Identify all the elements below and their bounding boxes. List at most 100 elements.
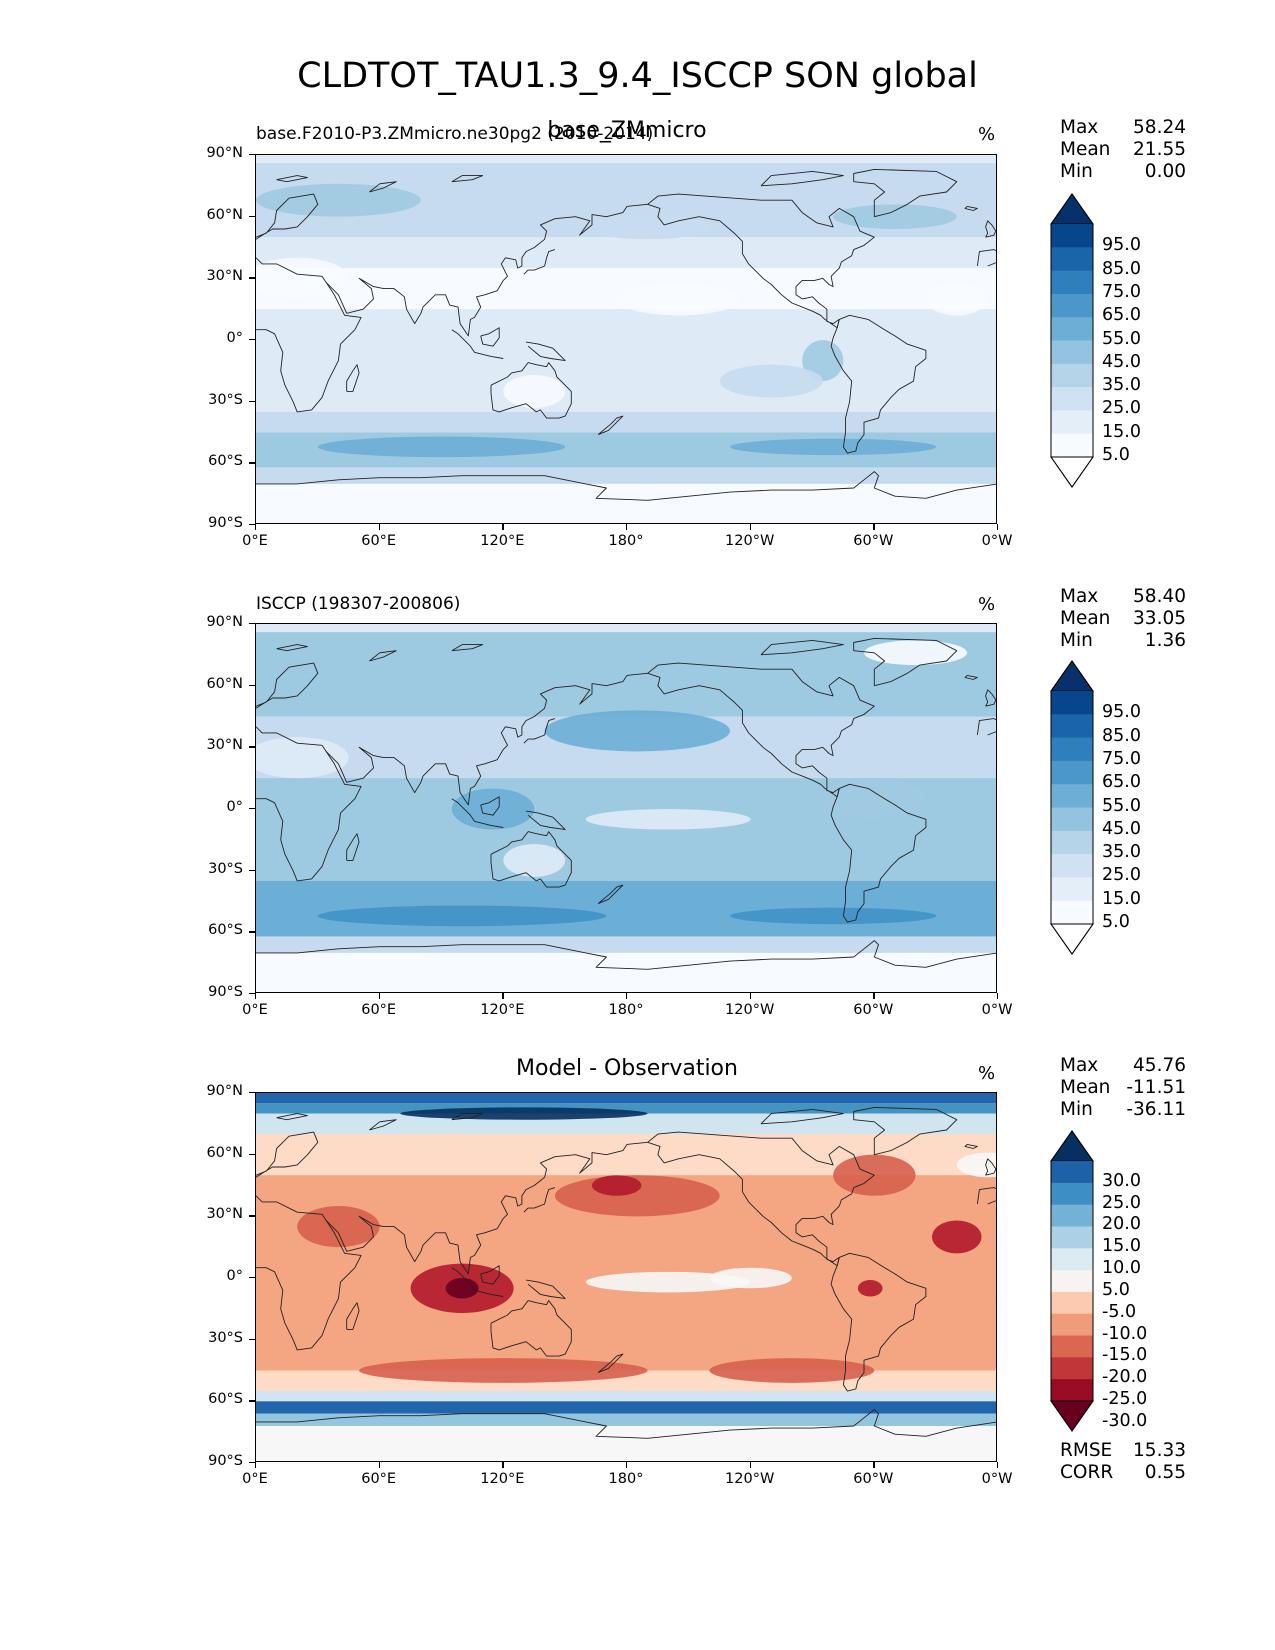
field-band <box>256 952 996 992</box>
field-band <box>256 309 996 361</box>
lat-tick <box>249 993 255 995</box>
coastline <box>523 1187 556 1213</box>
field-patch <box>445 1278 479 1299</box>
field-patch <box>925 282 988 316</box>
panel3-extra-stats: RMSE 15.33 CORR 0.55 <box>1060 1440 1186 1484</box>
coastline <box>346 364 360 392</box>
coastline <box>451 329 504 359</box>
lon-tick <box>873 993 875 999</box>
coastlines <box>256 168 996 501</box>
coastline <box>490 362 572 419</box>
lat-tick-label: 30°S <box>208 860 243 877</box>
colorbar-segment <box>1051 1313 1093 1337</box>
coastlines <box>256 637 996 970</box>
colorbar-tick-label: 15.0 <box>1102 888 1141 909</box>
coastline <box>976 249 996 267</box>
field-band <box>256 467 996 484</box>
field-band <box>256 411 996 433</box>
colorbar-tick-label: -25.0 <box>1102 1389 1148 1409</box>
coastline <box>346 833 360 861</box>
colorbar-segment <box>1051 270 1093 295</box>
field-patch <box>503 843 566 877</box>
stat-value: 45.76 <box>1133 1055 1186 1076</box>
field-patch <box>822 778 926 820</box>
colorbar-segment <box>1051 807 1093 832</box>
field-patch <box>833 204 957 229</box>
coastline <box>523 249 556 275</box>
stat-value: 58.40 <box>1133 586 1186 607</box>
map-field <box>256 155 996 523</box>
lat-tick-label: 60°N <box>206 1144 243 1161</box>
colorbar-tick-label: -10.0 <box>1102 1323 1148 1344</box>
coastline <box>525 341 566 362</box>
panel2-left-title: ISCCP (198307-200806) <box>256 594 461 614</box>
coastline <box>451 1113 484 1121</box>
lon-tick <box>749 524 751 530</box>
lat-tick-label: 30°N <box>206 1206 243 1223</box>
coastline <box>346 1302 360 1330</box>
field-patch <box>730 907 937 925</box>
lat-tick <box>249 154 255 156</box>
coastline <box>597 1353 624 1374</box>
lat-tick-label: 60°S <box>208 1391 243 1408</box>
field-band <box>256 360 996 412</box>
field-band <box>256 1391 996 1402</box>
coastline <box>597 415 624 436</box>
field-band <box>256 1401 996 1414</box>
lon-tick <box>255 993 257 999</box>
coastline <box>256 940 996 970</box>
lat-tick-label: 30°S <box>208 1329 243 1346</box>
coastline <box>480 1265 500 1285</box>
panel1-stats: Max 58.24 Mean 21.55 Min 0.00 <box>1060 117 1186 183</box>
field-band <box>256 624 996 633</box>
lat-tick <box>249 1153 255 1155</box>
stat-value: 21.55 <box>1133 139 1186 160</box>
colorbar-tick-label: 65.0 <box>1102 772 1141 793</box>
panel1-unit: % <box>978 124 996 145</box>
colorbar-outline <box>1050 660 1094 955</box>
panel1-left-title: base.F2010-P3.ZMmicro.ne30pg2 (2010-2014… <box>256 124 654 144</box>
colorbar-segment <box>1051 1335 1093 1358</box>
coastline <box>480 796 500 816</box>
stat-label: Max <box>1060 1055 1099 1076</box>
colorbar-tick-label: 65.0 <box>1102 305 1141 326</box>
panel3-unit: % <box>978 1063 996 1084</box>
lon-tick <box>997 993 999 999</box>
stat-value: 1.36 <box>1144 630 1186 651</box>
lon-tick-label: 0°E <box>242 1471 268 1487</box>
lat-tick <box>249 1462 255 1464</box>
panel3-stats: Max 45.76 Mean -11.51 Min -36.11 <box>1060 1055 1186 1121</box>
colorbar-segment <box>1051 317 1093 341</box>
lat-tick <box>249 1215 255 1217</box>
colorbar-tick-label: -5.0 <box>1102 1301 1137 1322</box>
stat-label: Mean <box>1060 608 1111 629</box>
coastline <box>451 798 504 828</box>
field-band <box>256 936 996 953</box>
coastline <box>853 1106 958 1156</box>
coastline <box>985 689 996 707</box>
field-patch <box>616 282 741 316</box>
field-patch <box>709 1358 875 1383</box>
field-patch <box>544 710 731 752</box>
coastline <box>987 262 996 267</box>
lat-tick-label: 0° <box>226 799 243 815</box>
colorbar-segment <box>1051 854 1093 878</box>
coastline <box>760 639 844 656</box>
colorbar-segment <box>1051 737 1093 762</box>
colorbar-tick-label: 35.0 <box>1102 842 1141 863</box>
colorbar-tick-label: 55.0 <box>1102 795 1141 816</box>
coastline <box>256 193 319 240</box>
stat-label: Min <box>1060 630 1093 651</box>
colorbar <box>1050 660 1094 959</box>
stat-value: 58.24 <box>1133 117 1186 138</box>
coastline <box>853 168 958 218</box>
lon-tick-label: 120°W <box>725 1002 775 1018</box>
colorbar-segment <box>1051 340 1093 365</box>
coastline <box>647 193 875 329</box>
lon-tick-label: 60°E <box>361 1471 397 1487</box>
coastline <box>985 220 996 238</box>
coastline <box>760 1108 844 1125</box>
stat-label: Mean <box>1060 139 1111 160</box>
colorbar-tick-label: 10.0 <box>1102 1258 1141 1279</box>
field-band <box>256 1103 996 1114</box>
